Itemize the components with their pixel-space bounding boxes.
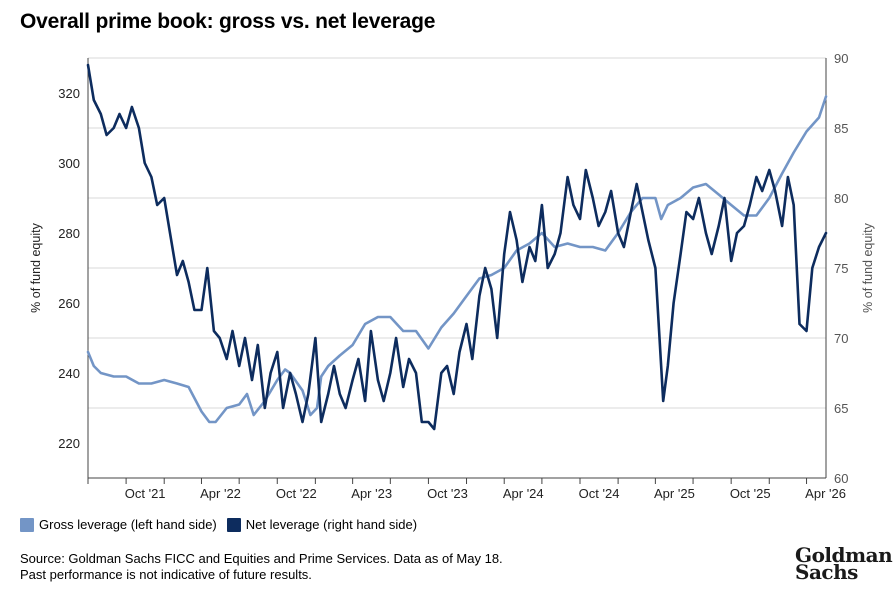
gridlines (88, 57, 826, 409)
legend-swatch-gross (20, 517, 34, 532)
source-note: Source: Goldman Sachs FICC and Equities … (20, 551, 503, 566)
y-right-tick-label: 75 (834, 261, 848, 276)
x-tick-label: Oct '23 (427, 486, 468, 501)
x-tick-label: Oct '24 (579, 486, 620, 501)
y-left-tick-label: 300 (58, 156, 80, 171)
legend-item-gross: Gross leverage (left hand side) (20, 517, 217, 532)
chart-title: Overall prime book: gross vs. net levera… (20, 10, 436, 33)
y-right-tick-label: 70 (834, 331, 848, 346)
series-lines (86, 63, 828, 431)
x-tick-label: Apr '25 (654, 486, 695, 501)
goldman-sachs-logo: Goldman Sachs (795, 543, 893, 584)
legend-label-gross: Gross leverage (left hand side) (39, 517, 217, 532)
series-line-gross-leverage (86, 95, 828, 424)
y-right-tick-label: 60 (834, 471, 848, 486)
y-left-tick-label: 260 (58, 296, 80, 311)
legend: Gross leverage (left hand side) Net leve… (20, 517, 427, 532)
x-tick-label: Apr '24 (503, 486, 544, 501)
series-line-net-leverage (86, 63, 828, 431)
y-right-tick-label: 65 (834, 401, 848, 416)
logo-line-2: Sachs (795, 560, 858, 584)
x-tick-label: Apr '23 (351, 486, 392, 501)
x-tick-label: Oct '22 (276, 486, 317, 501)
disclaimer-note: Past performance is not indicative of fu… (20, 567, 312, 582)
footer-notes: Source: Goldman Sachs FICC and Equities … (20, 551, 503, 583)
logo-line-1: Goldman (795, 543, 893, 567)
y-left-tick-label: 280 (58, 226, 80, 241)
legend-swatch-net (226, 517, 241, 532)
x-tick-label: Apr '22 (200, 486, 241, 501)
y-right-tick-label: 85 (834, 121, 848, 136)
x-tick-label: Oct '21 (125, 486, 166, 501)
x-tick-label: Apr '26 (805, 486, 846, 501)
x-tick-label: Oct '25 (730, 486, 771, 501)
leverage-chart: 220 240 260 280 300 320 60 65 70 75 80 85 90 Oct '21 A… (29, 51, 875, 501)
y-axis-left-label: % of fund equity (29, 222, 43, 312)
y-right-tick-label: 80 (834, 191, 848, 206)
y-left-tick-label: 240 (58, 366, 80, 381)
legend-item-net: Net leverage (right hand side) (226, 517, 418, 532)
y-axis-right-label: % of fund equity (861, 222, 875, 312)
axes: 220 240 260 280 300 320 60 65 70 75 80 85 90 Oct '21 A… (58, 51, 848, 501)
legend-label-net: Net leverage (right hand side) (245, 517, 418, 532)
y-left-tick-label: 220 (58, 436, 80, 451)
y-left-tick-label: 320 (58, 86, 80, 101)
y-right-tick-label: 90 (834, 51, 848, 66)
